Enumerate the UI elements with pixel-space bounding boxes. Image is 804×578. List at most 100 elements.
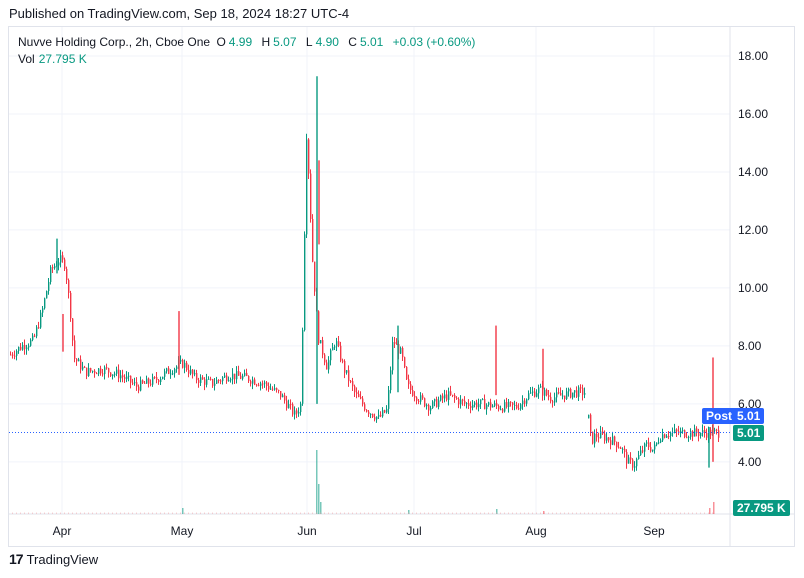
volume-bar	[628, 512, 629, 514]
candle-body	[350, 381, 352, 383]
y-tick-label: 14.00	[738, 165, 768, 179]
candle-body	[574, 390, 576, 393]
candle-body	[354, 386, 356, 393]
volume-bar	[676, 512, 677, 514]
candle-body	[420, 395, 422, 402]
volume-bar	[428, 512, 429, 514]
candle-body	[234, 373, 236, 380]
last-price-tag: 5.01	[733, 425, 765, 441]
volume-bar	[584, 512, 585, 514]
candle-body	[378, 414, 380, 417]
candle-body	[288, 404, 290, 409]
candle-body	[126, 376, 128, 379]
candle-body	[118, 369, 120, 379]
volume-bar	[556, 512, 557, 514]
candle-body	[152, 377, 154, 385]
candle-body	[42, 308, 44, 313]
candle-body	[466, 403, 468, 405]
volume-bar	[324, 512, 325, 514]
candle-body	[424, 398, 426, 407]
volume-bar	[104, 512, 105, 514]
x-tick-label: Apr	[53, 524, 72, 538]
volume-bar	[648, 512, 649, 514]
volume-bar	[592, 512, 593, 514]
candle-body	[358, 393, 360, 398]
candle-body	[360, 397, 362, 399]
candle-body	[82, 366, 84, 370]
volume-bar	[380, 512, 381, 514]
volume-bar	[316, 450, 318, 514]
candle-body	[274, 388, 276, 390]
volume-bar	[196, 512, 197, 514]
candle-body	[430, 408, 432, 411]
candle-body	[160, 378, 162, 383]
candle-body	[296, 410, 298, 414]
candle-body	[46, 291, 48, 299]
volume-bar	[652, 512, 653, 514]
candle-body	[388, 390, 390, 409]
volume-bar	[200, 512, 201, 514]
candle-body	[602, 431, 604, 434]
candle-body	[500, 409, 502, 411]
candle-body	[716, 429, 718, 431]
candle-body	[356, 392, 358, 394]
candle-body	[146, 378, 148, 384]
volume-bar	[516, 512, 517, 514]
candle-body	[628, 457, 630, 464]
candle-body	[696, 428, 698, 434]
volume-bar	[372, 512, 373, 514]
volume-bar	[16, 512, 17, 514]
candle-body	[438, 400, 440, 407]
candle-body	[252, 379, 254, 384]
candle-body	[60, 255, 62, 263]
candle-body	[584, 392, 586, 395]
post-label-tag: Post	[702, 408, 737, 424]
volume-bar	[308, 512, 309, 514]
candle-body	[426, 404, 428, 407]
candle-body	[16, 350, 18, 356]
open-number: 4.99	[228, 35, 253, 49]
candle-body	[640, 450, 642, 456]
candle-body	[48, 281, 50, 292]
candle-body	[18, 346, 20, 351]
candle-body	[128, 375, 130, 377]
candle-body	[522, 400, 524, 405]
candle-body	[498, 405, 500, 410]
volume-bar	[496, 512, 497, 514]
candle-body	[450, 391, 452, 395]
volume-bar	[140, 512, 141, 514]
candle-body	[114, 373, 116, 375]
volume-bar	[180, 512, 181, 514]
candle-body	[590, 414, 592, 432]
candle-body	[172, 373, 174, 375]
volume-bar	[560, 512, 561, 514]
volume-bar	[128, 512, 129, 514]
candle-body	[326, 362, 328, 370]
candle-body	[186, 362, 188, 370]
volume-bar	[244, 512, 245, 514]
candle-body	[476, 402, 478, 408]
candle-body	[162, 376, 164, 379]
candle-body	[612, 436, 614, 445]
candle-body	[488, 402, 490, 405]
candle-body	[634, 466, 636, 468]
candle-body	[422, 395, 424, 399]
candle-body	[594, 433, 596, 444]
y-tick-label: 8.00	[738, 339, 762, 353]
chart-frame[interactable]	[8, 26, 795, 547]
candle-body	[10, 354, 12, 356]
candle-body	[386, 408, 388, 413]
candle-body	[410, 384, 412, 391]
candle-body	[20, 346, 22, 350]
volume-bar	[228, 512, 229, 514]
candle-body	[122, 375, 124, 378]
candle-body	[154, 377, 156, 379]
candle-body	[668, 435, 670, 437]
candle-body	[286, 400, 288, 409]
volume-bar	[688, 512, 689, 514]
candle-body	[380, 414, 382, 417]
candle-body	[250, 381, 252, 384]
candle-body	[714, 429, 716, 431]
volume-bar	[280, 512, 281, 514]
